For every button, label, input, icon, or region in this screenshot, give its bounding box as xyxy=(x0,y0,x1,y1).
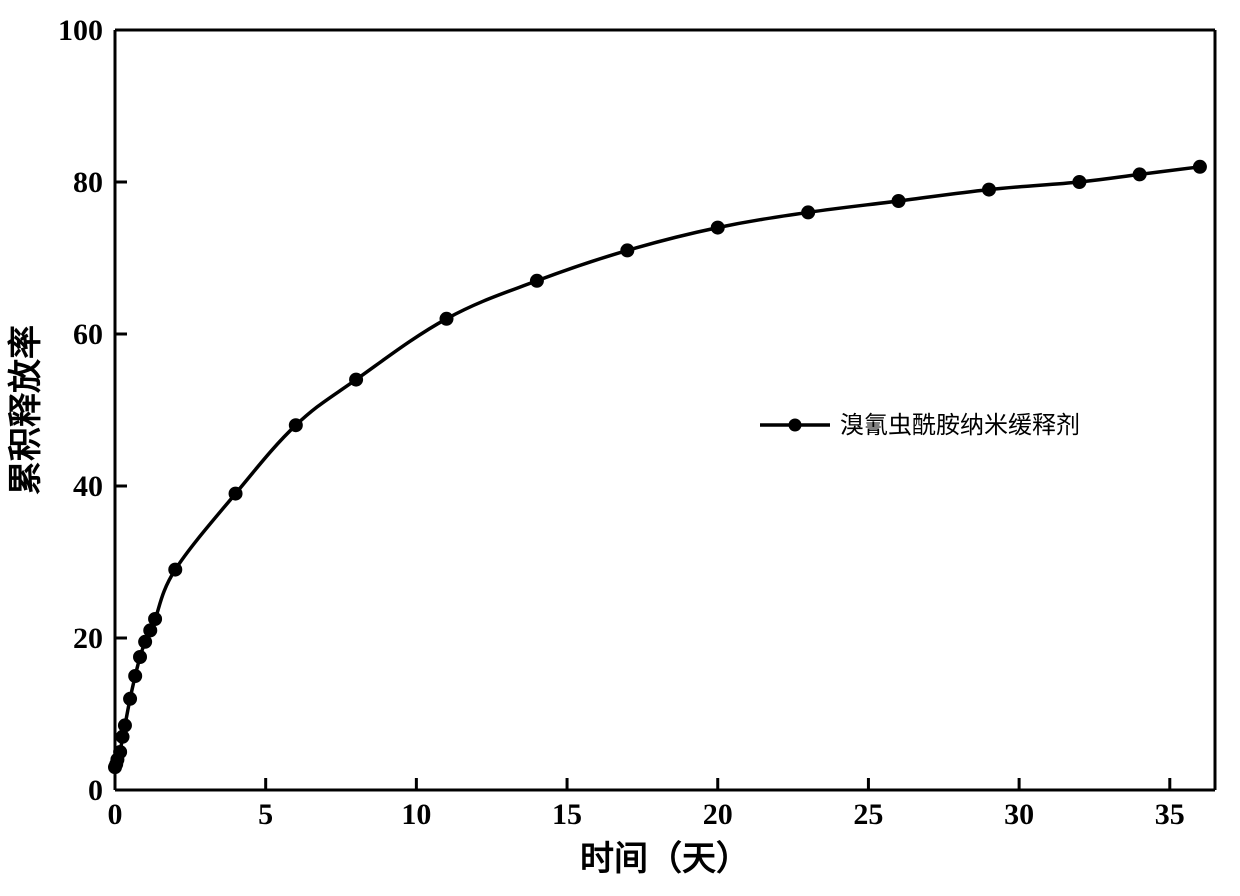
series-marker xyxy=(289,419,302,432)
series-marker xyxy=(711,221,724,234)
series-marker xyxy=(982,183,995,196)
y-tick-label: 100 xyxy=(58,14,103,47)
chart-container: { "chart": { "type": "line", "width_px":… xyxy=(0,0,1240,896)
series-marker xyxy=(1073,176,1086,189)
series-marker xyxy=(440,312,453,325)
y-tick-label: 60 xyxy=(73,318,103,351)
release-chart: 0 5 10 15 20 25 30 35 0 20 40 60 80 100 时间（天） 累积释放率溴氰虫酰… xyxy=(0,0,1240,896)
series-marker xyxy=(621,244,634,257)
x-tick-label: 20 xyxy=(703,798,733,831)
series-marker xyxy=(1193,160,1206,173)
series-marker xyxy=(530,274,543,287)
series-marker xyxy=(169,563,182,576)
series-marker xyxy=(892,195,905,208)
x-tick-label: 30 xyxy=(1004,798,1034,831)
x-tick-label: 5 xyxy=(258,798,273,831)
series-marker xyxy=(124,692,137,705)
series-marker xyxy=(229,487,242,500)
plot-bg xyxy=(0,0,1240,896)
series-marker xyxy=(118,719,131,732)
series-marker xyxy=(802,206,815,219)
y-tick-label: 20 xyxy=(73,622,103,655)
series-marker xyxy=(129,670,142,683)
x-tick-label: 35 xyxy=(1155,798,1185,831)
y-tick-label: 80 xyxy=(73,166,103,199)
y-tick-label: 0 xyxy=(88,774,103,807)
x-tick-label: 0 xyxy=(108,798,123,831)
x-tick-label: 15 xyxy=(552,798,582,831)
series-marker xyxy=(134,651,147,664)
legend-marker xyxy=(789,419,802,432)
legend-label: 溴氰虫酰胺纳米缓释剂 xyxy=(840,412,1080,439)
series-marker xyxy=(149,613,162,626)
x-tick-label: 10 xyxy=(401,798,431,831)
y-tick-label: 40 xyxy=(73,470,103,503)
x-tick-label: 25 xyxy=(853,798,883,831)
series-marker xyxy=(350,373,363,386)
y-axis-label: 累积释放率 xyxy=(7,325,45,495)
series-marker xyxy=(1133,168,1146,181)
x-axis-label: 时间（天） xyxy=(580,839,750,878)
series-marker xyxy=(116,730,129,743)
series-marker xyxy=(114,746,127,759)
